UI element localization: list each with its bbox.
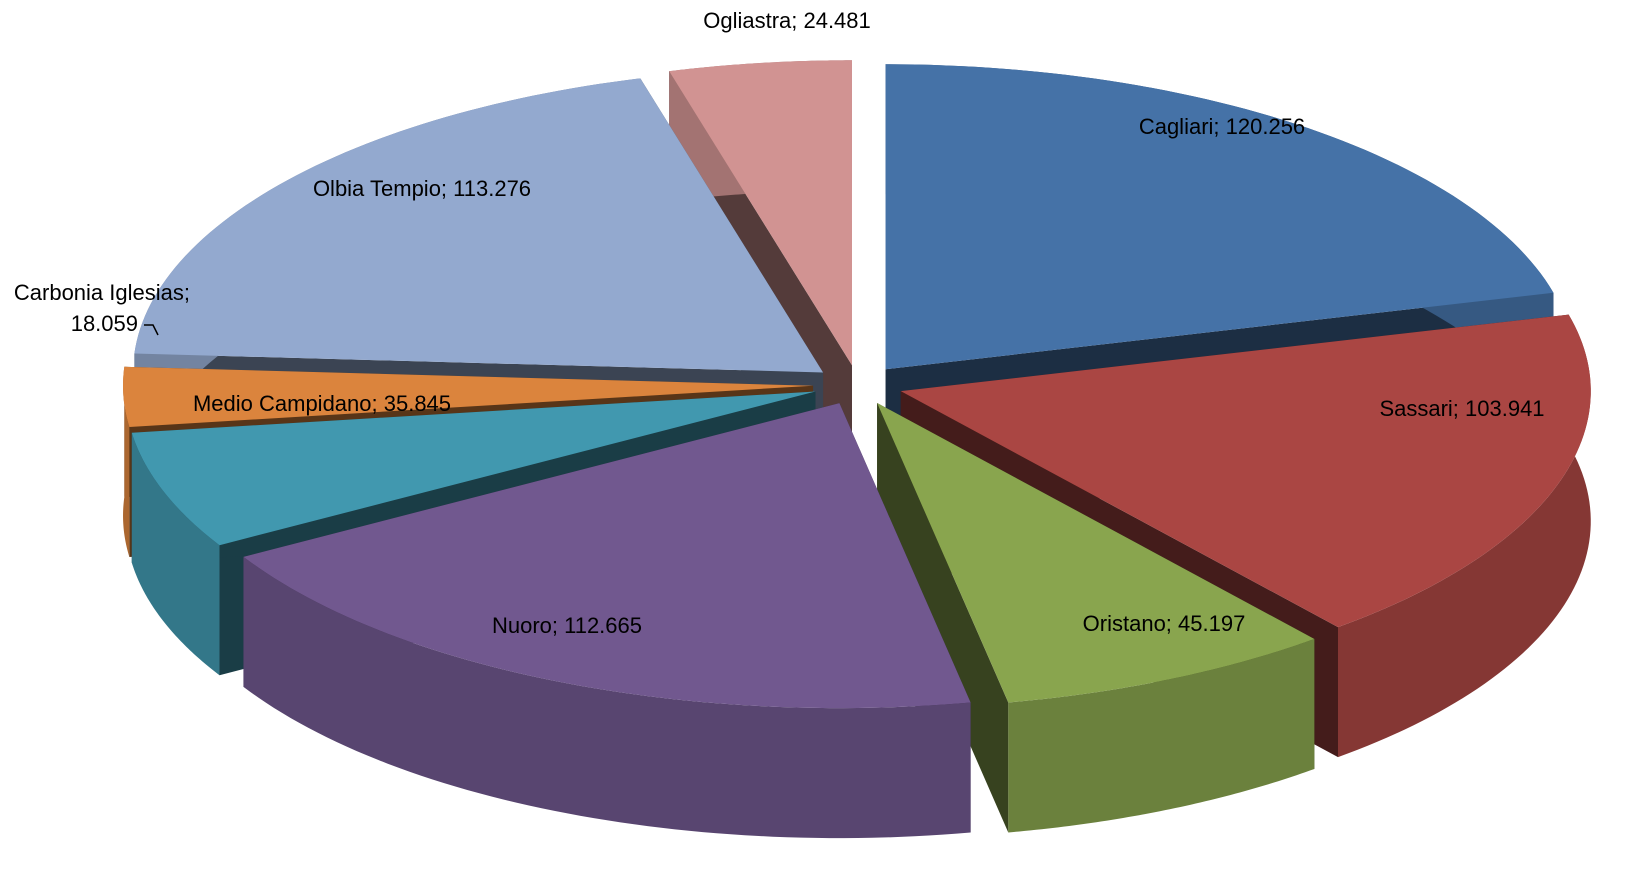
leader-line <box>144 324 159 336</box>
slice <box>877 403 1315 833</box>
slice-top <box>123 366 814 427</box>
data-label: Medio Campidano; 35.845 <box>193 391 451 416</box>
data-label: Cagliari; 120.256 <box>1139 114 1305 139</box>
slice <box>243 403 971 839</box>
data-label: Oristano; 45.197 <box>1083 611 1246 636</box>
slice-top <box>885 64 1554 370</box>
data-label: Sassari; 103.941 <box>1379 396 1544 421</box>
slice-top <box>900 314 1591 628</box>
slice-wall <box>1008 638 1315 833</box>
data-label: Nuoro; 112.665 <box>492 613 642 638</box>
data-label: Olbia Tempio; 113.276 <box>313 176 531 201</box>
slice-top <box>134 78 824 373</box>
label-line: 18.059 <box>71 311 138 336</box>
slice-wall <box>243 556 971 839</box>
slice-wall <box>131 432 220 676</box>
slice-side <box>877 403 1009 833</box>
slice-top <box>669 60 852 366</box>
label-line: Carbonia Iglesias; <box>14 280 190 305</box>
data-label: Carbonia Iglesias; 18.059 <box>14 280 190 336</box>
slice-wall <box>123 366 130 557</box>
slice-top <box>243 403 971 709</box>
slice-top <box>877 403 1315 703</box>
slice-top <box>131 391 816 546</box>
slice-wall <box>1338 314 1591 758</box>
data-label: Ogliastra; 24.481 <box>703 8 871 33</box>
